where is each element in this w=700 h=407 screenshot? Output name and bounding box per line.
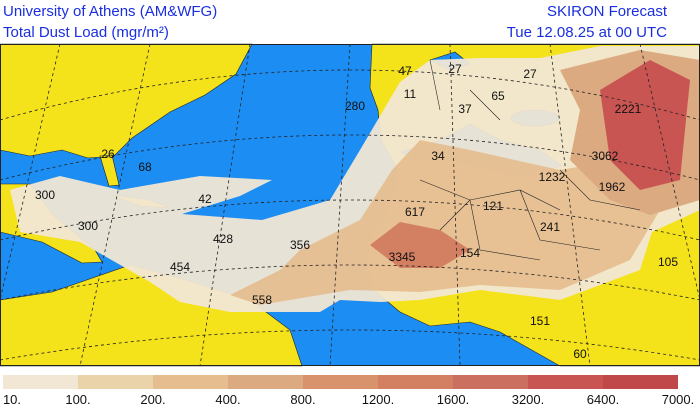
institution: University of Athens (AM&WFG) <box>3 3 217 20</box>
map-value-label: 65 <box>491 89 505 103</box>
dust-load <box>10 46 700 312</box>
colorbar-swatch <box>528 375 603 389</box>
dust-peak <box>600 60 690 190</box>
colorbar-label: 7000. <box>662 392 695 407</box>
map-value-label: 356 <box>290 238 310 252</box>
map-value-label: 300 <box>78 219 98 233</box>
map-value-label: 280 <box>345 99 365 113</box>
map-value-label: 1962 <box>599 180 626 194</box>
map-value-label: 121 <box>483 199 503 213</box>
colorbar-label: 1200. <box>362 392 395 407</box>
colorbar-swatch <box>3 375 78 389</box>
map-value-label: 300 <box>35 188 55 202</box>
graticule <box>0 43 700 367</box>
valid-time: Tue 12.08.25 at 00 UTC <box>507 24 668 41</box>
dust-core <box>370 222 470 268</box>
colorbar-label: 800. <box>290 392 315 407</box>
map-value-label: 27 <box>448 62 462 76</box>
map-value-label: 42 <box>198 192 212 206</box>
colorbar-swatch <box>603 375 678 389</box>
colorbar-label: 100. <box>65 392 90 407</box>
map-value-label: 105 <box>658 255 678 269</box>
product: Total Dust Load (mgr/m²) <box>3 24 169 41</box>
map-value-label: 241 <box>540 220 560 234</box>
map-value-label: 11 <box>404 87 417 101</box>
colorbar: 10. 100. 200. 400. 800. 1200. 1600. 3200. 6400. 7… <box>3 375 694 407</box>
colorbar-swatch <box>303 375 378 389</box>
map <box>0 43 700 367</box>
map-value-label: 428 <box>213 232 233 246</box>
map-value-label: 617 <box>405 205 425 219</box>
map-value-label: 34 <box>431 149 445 163</box>
map-value-label: 26 <box>101 147 115 161</box>
map-value-label: 27 <box>523 67 537 81</box>
country-borders <box>419 59 641 261</box>
colorbar-swatch <box>78 375 153 389</box>
colorbar-label: 200. <box>140 392 165 407</box>
colorbar-swatch <box>228 375 303 389</box>
colorbar-label: 3200. <box>512 392 545 407</box>
colorbar-swatch <box>453 375 528 389</box>
map-value-label: 151 <box>530 314 550 328</box>
map-value-label: 3062 <box>592 149 619 163</box>
map-value-label: 2221 <box>615 102 642 116</box>
map-value-label: 68 <box>138 160 152 174</box>
map-value-label: 454 <box>170 260 190 274</box>
map-labels: 47 27 27 280 11 37 65 2221 26 68 34 3062 1232 1962 300… <box>35 62 678 361</box>
map-value-label: 60 <box>573 347 587 361</box>
colorbar-label: 1600. <box>437 392 470 407</box>
colorbar-swatch <box>153 375 228 389</box>
map-value-label: 37 <box>458 102 472 116</box>
map-value-label: 1232 <box>539 170 566 184</box>
map-value-label: 154 <box>460 246 480 260</box>
colorbar-label: 400. <box>215 392 240 407</box>
colorbar-label: 10. <box>3 392 21 407</box>
colorbar-label: 6400. <box>587 392 620 407</box>
model: SKIRON Forecast <box>547 3 668 20</box>
map-value-label: 3345 <box>389 250 416 264</box>
map-value-label: 558 <box>252 293 272 307</box>
map-value-label: 47 <box>398 64 412 78</box>
colorbar-swatch <box>378 375 453 389</box>
dust-medium <box>230 140 660 305</box>
